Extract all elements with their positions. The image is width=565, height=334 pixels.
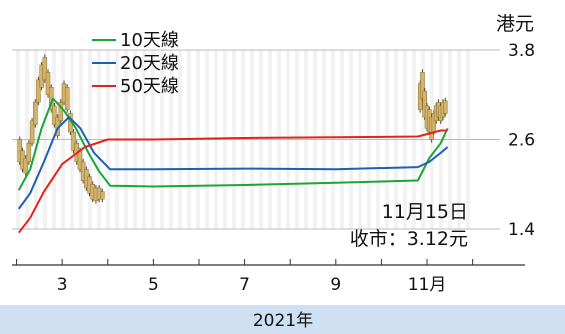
legend-label-50-day: 50天線 (120, 76, 179, 97)
legend-label-20-day: 20天線 (120, 53, 179, 74)
candle-layer (17, 54, 448, 204)
x-tick-label: 5 (148, 275, 159, 295)
candle-body (26, 142, 32, 163)
y-tick-label: 2.6 (508, 131, 535, 151)
y-tick-label: 1.4 (508, 220, 535, 240)
candle-body (52, 105, 57, 125)
series-line-ma20 (17, 116, 449, 210)
legend-label-10-day: 10天線 (120, 30, 179, 51)
annotation-close-price: 收市：3.12元 (350, 228, 468, 250)
candle-body (33, 101, 38, 125)
candle-body (64, 87, 70, 110)
annotation-date: 11月15日 (382, 201, 468, 223)
candle-body (42, 57, 48, 81)
candle-body (100, 191, 105, 200)
axis-layer: 3 5 7 9 11月 (12, 259, 525, 295)
candle-body (58, 101, 64, 122)
year-label: 2021年 (253, 311, 313, 331)
series-line-ma10 (17, 97, 449, 191)
series-line-ma50 (18, 129, 448, 234)
candle-body (420, 72, 425, 99)
x-tick-label: 9 (330, 275, 341, 295)
x-tick-label: 3 (57, 275, 68, 295)
unit-label: 港元 (496, 13, 534, 35)
candle-body (45, 72, 51, 95)
year-footer-band (0, 305, 565, 334)
x-tick-label: 11月 (408, 275, 447, 295)
y-tick-label: 3.8 (508, 41, 535, 61)
x-tick-label: 7 (239, 275, 250, 295)
candle-body (71, 131, 76, 151)
series-layer (17, 97, 449, 234)
candle-body (443, 100, 448, 114)
candle-body (29, 120, 35, 144)
legend: 10天線 20天線 50天線 (92, 30, 179, 97)
candle-body (36, 79, 41, 103)
candle-body (23, 157, 28, 174)
